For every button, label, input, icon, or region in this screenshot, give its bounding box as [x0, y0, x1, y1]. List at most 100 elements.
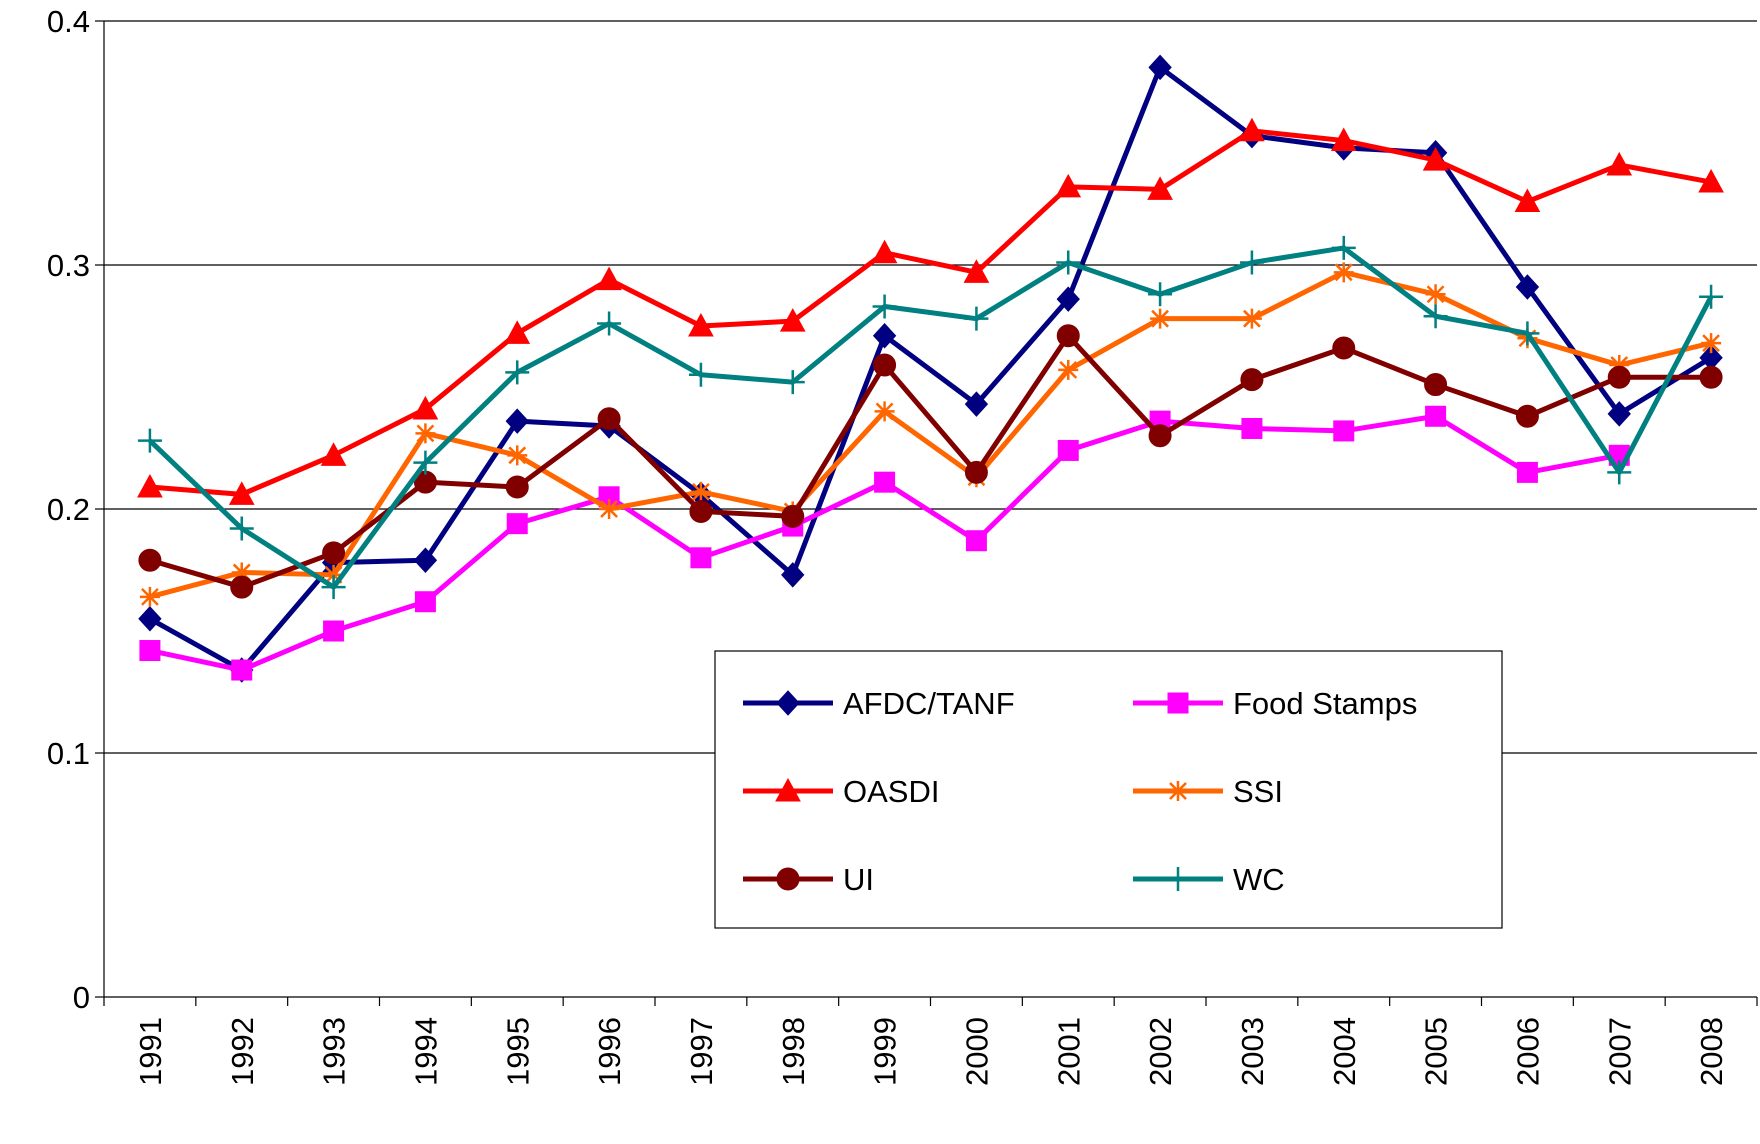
marker	[1701, 333, 1722, 354]
marker	[1422, 147, 1449, 171]
marker	[964, 391, 989, 417]
x-tick-label: 1994	[408, 1017, 443, 1086]
marker	[965, 530, 987, 552]
marker	[964, 460, 988, 484]
marker	[323, 564, 344, 585]
marker	[1698, 168, 1724, 193]
marker	[1606, 151, 1633, 176]
marker	[139, 586, 160, 607]
marker	[504, 320, 531, 344]
marker	[414, 591, 436, 613]
x-tick-label: 1992	[225, 1017, 260, 1086]
legend-box	[714, 650, 1503, 929]
marker	[597, 311, 622, 336]
marker	[781, 504, 805, 528]
marker	[321, 575, 346, 600]
marker	[1515, 321, 1540, 346]
marker	[1332, 336, 1356, 360]
marker	[775, 777, 801, 802]
marker	[1516, 461, 1538, 483]
marker	[1699, 365, 1723, 389]
marker	[505, 475, 529, 499]
marker	[599, 499, 620, 519]
x-tick-label: 1999	[868, 1017, 903, 1086]
marker	[688, 362, 713, 387]
series-line	[148, 64, 1713, 673]
marker	[1166, 867, 1190, 891]
marker	[690, 547, 712, 569]
marker	[138, 548, 162, 572]
legend-label: AFDC/TANF	[843, 686, 1015, 721]
marker	[1331, 235, 1356, 260]
series-line	[149, 269, 1712, 600]
marker	[137, 428, 162, 453]
x-tick-label: 2003	[1235, 1017, 1270, 1086]
legend-label: UI	[843, 862, 874, 897]
marker	[413, 450, 438, 475]
marker	[1607, 460, 1632, 485]
x-tick-label: 2004	[1327, 1017, 1362, 1086]
marker	[1424, 373, 1448, 397]
series-line	[149, 413, 1620, 673]
y-tick-label: 0.4	[47, 4, 90, 39]
marker	[1057, 439, 1079, 461]
marker	[1607, 365, 1631, 389]
marker	[1515, 404, 1539, 428]
marker	[1148, 282, 1173, 307]
series-line	[149, 333, 1712, 590]
x-tick-label: 2006	[1510, 1017, 1545, 1086]
marker	[1147, 176, 1173, 200]
legend-label: SSI	[1233, 774, 1283, 809]
marker	[507, 445, 528, 466]
marker	[413, 547, 438, 573]
y-tick-label: 0.1	[47, 736, 90, 771]
marker	[412, 395, 439, 420]
marker	[506, 513, 528, 535]
marker	[415, 423, 436, 444]
marker	[1148, 424, 1172, 448]
marker	[779, 308, 806, 332]
y-tick-label: 0	[73, 980, 90, 1015]
legend-label: Food Stamps	[1233, 686, 1417, 721]
marker	[505, 408, 529, 434]
marker	[780, 370, 805, 395]
marker	[139, 640, 161, 662]
marker	[1055, 173, 1082, 198]
marker	[1333, 262, 1354, 283]
marker	[1330, 127, 1357, 152]
marker	[871, 239, 898, 264]
marker	[1425, 284, 1446, 305]
x-tick-label: 1997	[684, 1017, 719, 1086]
x-tick-label: 1996	[592, 1017, 627, 1086]
x-tick-label: 1995	[500, 1017, 535, 1086]
x-tick-label: 1991	[133, 1017, 168, 1086]
marker	[872, 323, 897, 349]
marker	[1056, 250, 1081, 275]
marker	[873, 353, 897, 377]
x-tick-label: 2008	[1694, 1017, 1729, 1086]
marker	[776, 690, 800, 716]
marker	[1168, 781, 1188, 801]
marker	[964, 306, 989, 331]
x-tick-label: 2007	[1602, 1017, 1637, 1086]
marker	[963, 259, 990, 283]
marker	[1515, 274, 1540, 300]
marker	[230, 575, 254, 599]
marker	[872, 294, 897, 319]
marker	[781, 562, 805, 588]
x-tick-label: 2000	[959, 1017, 994, 1086]
marker	[1607, 401, 1631, 427]
marker	[1167, 692, 1189, 714]
legend-label: WC	[1233, 862, 1285, 897]
marker	[689, 499, 713, 523]
y-tick-label: 0.3	[47, 248, 90, 283]
marker	[874, 401, 895, 422]
marker	[323, 620, 345, 642]
marker	[1148, 54, 1172, 81]
marker	[1241, 417, 1263, 439]
marker	[1423, 304, 1448, 329]
series-line	[148, 245, 1714, 590]
marker	[320, 442, 347, 466]
marker	[1056, 286, 1080, 312]
